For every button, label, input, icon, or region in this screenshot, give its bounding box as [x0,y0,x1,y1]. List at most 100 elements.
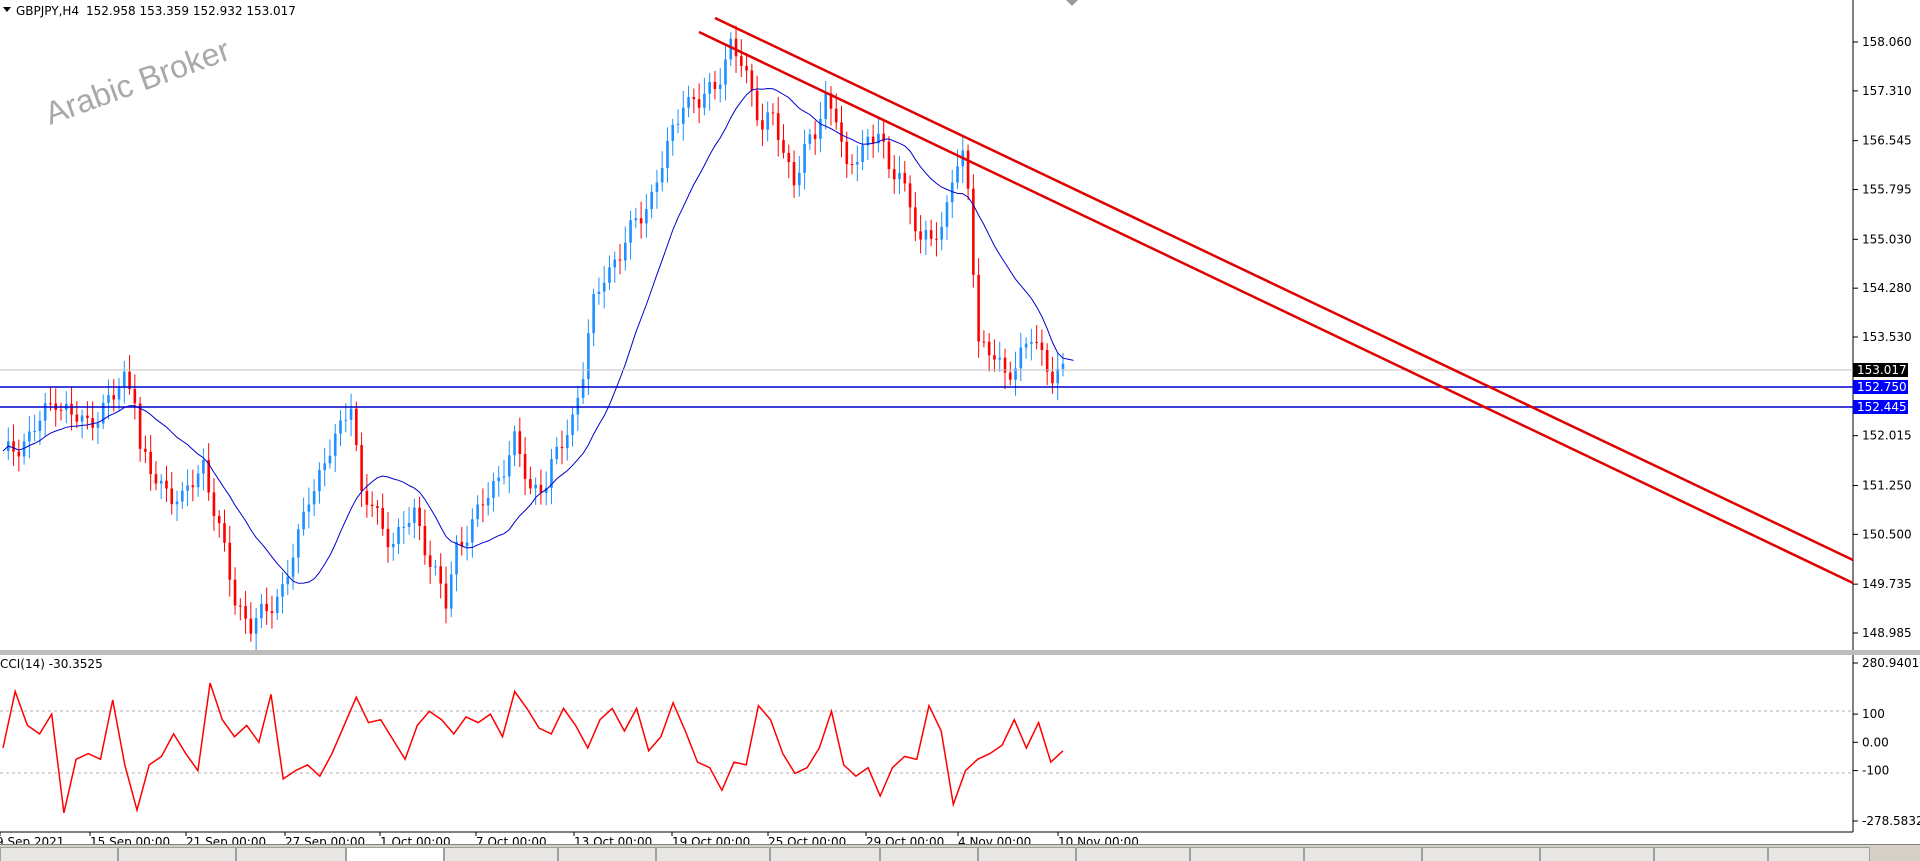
cci-tick-label: -100 [1862,764,1889,778]
candle [144,435,147,464]
candle [529,466,532,495]
candle [544,471,548,506]
candle [787,144,791,179]
candle [223,509,226,552]
trendline-lower[interactable] [698,30,1854,585]
candle [270,595,274,629]
cci-tick-label: -278.5832 [1862,814,1920,828]
candle [165,465,168,502]
candle [655,169,659,209]
candle [471,508,474,558]
chart-tab[interactable] [656,847,770,861]
candle [950,169,954,219]
candle [413,498,416,539]
candle [908,175,912,225]
menu-triangle-icon[interactable] [3,7,11,12]
candle [972,174,975,288]
chart-tab[interactable] [880,847,978,861]
chart-tab[interactable] [0,847,118,861]
chart-tab[interactable] [770,847,880,861]
cci-pane[interactable]: CCI(14) -30.3525 [0,655,1854,832]
candle [724,44,727,101]
candle [903,161,907,192]
candle [914,191,917,242]
candle [592,288,595,347]
chart-tab[interactable] [1540,847,1654,861]
chart-tab[interactable] [1654,847,1768,861]
chart-tab[interactable] [1422,847,1540,861]
candle [407,506,411,535]
candle [159,474,163,500]
candle [555,437,559,465]
candle [729,32,733,67]
candle [993,339,996,372]
candle [181,481,184,510]
candle [439,553,443,599]
chart-tab[interactable] [1076,847,1190,861]
chart-tab[interactable] [236,847,346,861]
chart-tab[interactable] [1190,847,1304,861]
candle [154,461,158,491]
chart-tab[interactable] [558,847,656,861]
candle [776,97,780,157]
candle [740,39,743,78]
chart-tab[interactable] [118,847,236,861]
candle [703,77,706,116]
symbol-tab-bar [0,844,1920,861]
candle [312,479,316,516]
candle [623,226,627,271]
price-tick-label: 152.015 [1862,429,1912,443]
candle [966,144,970,200]
candle [666,127,669,183]
candle [755,75,759,127]
candle [792,150,796,198]
candle [96,412,100,444]
level-1-text: 152.750 [1857,380,1907,394]
candle [856,145,859,182]
candle [507,440,511,494]
candle [476,495,479,527]
candle [128,355,131,395]
cci-label: CCI(14) -30.3525 [0,657,103,671]
chart-tab[interactable] [1304,847,1422,861]
candle [191,469,195,502]
candle [423,509,427,565]
candle [291,543,295,590]
pane-separator[interactable] [0,650,1920,655]
candle [1024,337,1028,359]
candle [149,434,152,491]
candle [998,341,1002,372]
price-pane[interactable]: Arabic Broker GBPJPY,H4 152.958 153.359 … [0,0,1854,651]
candle [782,124,785,159]
chart-tab-active[interactable] [346,847,444,861]
price-tick-label: 149.735 [1862,577,1912,591]
chart-tab[interactable] [1768,847,1870,861]
candle [28,416,31,459]
chart-shift-icon[interactable] [1066,0,1078,6]
candle [286,559,290,596]
chart-tab[interactable] [444,847,558,861]
candle [534,477,537,505]
candle [460,526,464,556]
candle [233,567,237,615]
candle [402,511,406,544]
candle [1056,352,1060,401]
candle [824,81,827,130]
candle [639,201,643,239]
candle [819,102,822,153]
candle [502,459,506,485]
candle [987,333,991,372]
cci-line [2,682,1064,814]
candle [940,211,944,251]
candle [550,448,553,505]
candle [465,525,469,561]
chart-tab[interactable] [978,847,1076,861]
candle [370,491,374,518]
candle [919,215,922,254]
candle [307,487,311,529]
candle [834,93,838,130]
candle [829,86,833,126]
candle [523,437,527,496]
trendline-upper[interactable] [714,16,1854,562]
